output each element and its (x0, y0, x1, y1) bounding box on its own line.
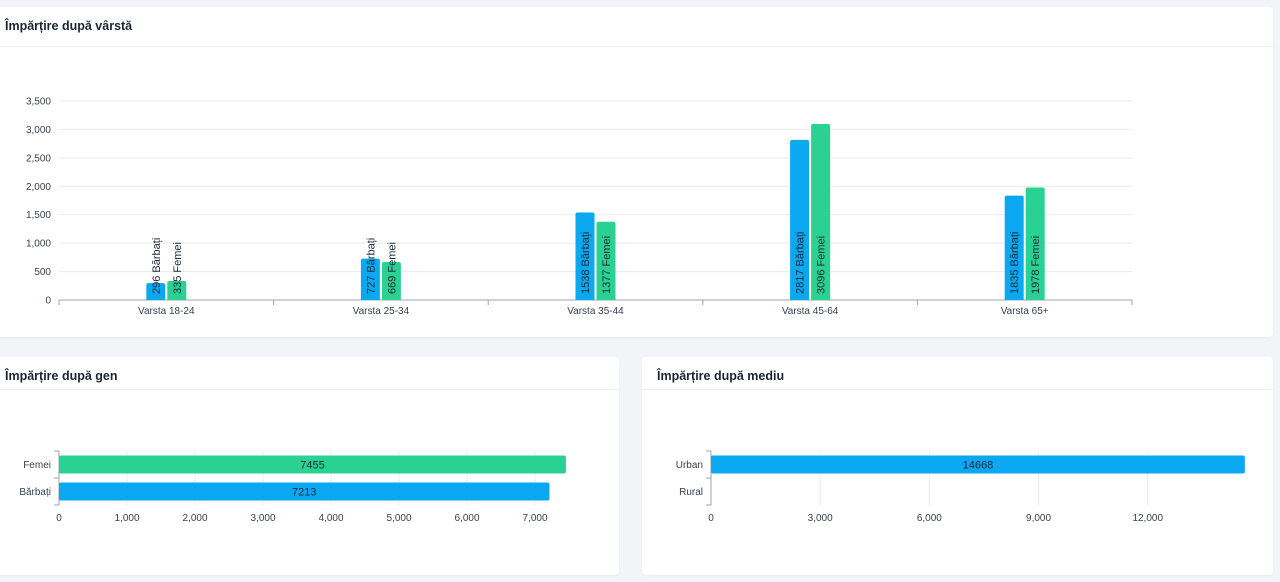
bar-women (167, 280, 187, 300)
card-divider (0, 46, 1273, 47)
x-tick-label: 7,000 (522, 513, 547, 524)
bar-men (1004, 195, 1024, 300)
gender-chart-card: Împărțire după gen 0 1,000 2,000 3,000 4,000… (0, 357, 619, 575)
bar-data-label: 3096 Femei (816, 236, 828, 294)
x-tick-label: 0 (708, 513, 714, 524)
y-tick-label: 1,500 (26, 210, 51, 221)
bar (711, 455, 1245, 474)
y-tick-label: 1,000 (26, 239, 51, 250)
y-tick-label: Rural (679, 487, 703, 498)
bar-data-label: 335 Femei (172, 242, 184, 294)
environment-chart-title: Împărțire după mediu (657, 369, 785, 383)
gender-chart-title: Împărțire după gen (5, 369, 118, 383)
gender-bar-chart: 0 1,000 2,000 3,000 4,000 5,000 6,000 7,000 Feme… (19, 450, 566, 524)
bar-data-label: 669 Femei (386, 242, 398, 294)
bar-data-label: 2817 Bărbați (795, 232, 807, 294)
bar-women (1025, 187, 1045, 300)
bar-data-label: 1835 Bărbați (1009, 232, 1021, 294)
x-tick-label: 2,000 (182, 513, 207, 524)
age-chart-card: Împărțire după vârstă 0 500 1,000 1,500 2,00… (0, 7, 1273, 337)
x-tick-label: 6,000 (454, 513, 479, 524)
environment-chart-card: Împărțire după mediu 0 3,000 6,000 9,000 12,… (642, 357, 1273, 575)
card-divider (642, 389, 1273, 390)
bar-men (575, 212, 595, 300)
card-divider (0, 389, 619, 390)
environment-bar-chart: 0 3,000 6,000 9,000 12,000 Urban 14668 Rural (676, 450, 1245, 524)
bar-men (146, 283, 166, 300)
age-chart-title: Împărțire după vârstă (5, 19, 133, 33)
bar-data-label: 14668 (963, 460, 994, 472)
x-tick-label: Varsta 35-44 (567, 306, 624, 317)
x-tick-label: Varsta 65+ (1001, 306, 1049, 317)
bar-men (360, 258, 380, 300)
bar-women (811, 123, 831, 301)
bar-data-label: 727 Bărbați (365, 238, 377, 294)
y-tick-label: Femei (23, 460, 51, 471)
bar-women (596, 221, 616, 300)
y-tick-label: 0 (45, 296, 51, 307)
bar (59, 482, 550, 501)
bar-data-label: 7455 (300, 460, 324, 472)
bar-data-label: 296 Bărbați (151, 238, 163, 294)
y-tick-label: 2,000 (26, 182, 51, 193)
bar-data-label: 7213 (292, 487, 316, 499)
bar (59, 455, 566, 474)
y-tick-label: 500 (34, 267, 51, 278)
bar-data-label: 1538 Bărbați (580, 232, 592, 294)
bar-men (790, 139, 810, 300)
x-tick-label: 3,000 (250, 513, 275, 524)
x-tick-label: 3,000 (808, 513, 833, 524)
y-tick-label: 2,500 (26, 153, 51, 164)
x-tick-label: 9,000 (1026, 513, 1051, 524)
x-tick-label: Varsta 18-24 (138, 306, 195, 317)
x-tick-label: 0 (56, 513, 62, 524)
x-tick-label: 5,000 (386, 513, 411, 524)
x-tick-label: Varsta 45-64 (782, 306, 839, 317)
x-tick-label: 6,000 (917, 513, 942, 524)
x-tick-label: 1,000 (114, 513, 139, 524)
x-tick-label: Varsta 25-34 (353, 306, 410, 317)
bar-data-label: 1978 Femei (1030, 236, 1042, 294)
bar-data-label: 1377 Femei (601, 236, 613, 294)
bar-women (381, 261, 401, 300)
y-tick-label: 3,000 (26, 125, 51, 136)
x-tick-label: 12,000 (1132, 513, 1163, 524)
y-tick-label: 3,500 (26, 97, 51, 108)
age-bar-chart: 0 500 1,000 1,500 2,000 2,500 3,000 3,500 Varsta… (26, 97, 1133, 317)
y-tick-label: Urban (676, 460, 703, 471)
x-tick-label: 4,000 (318, 513, 343, 524)
y-tick-label: Bărbați (19, 487, 51, 498)
